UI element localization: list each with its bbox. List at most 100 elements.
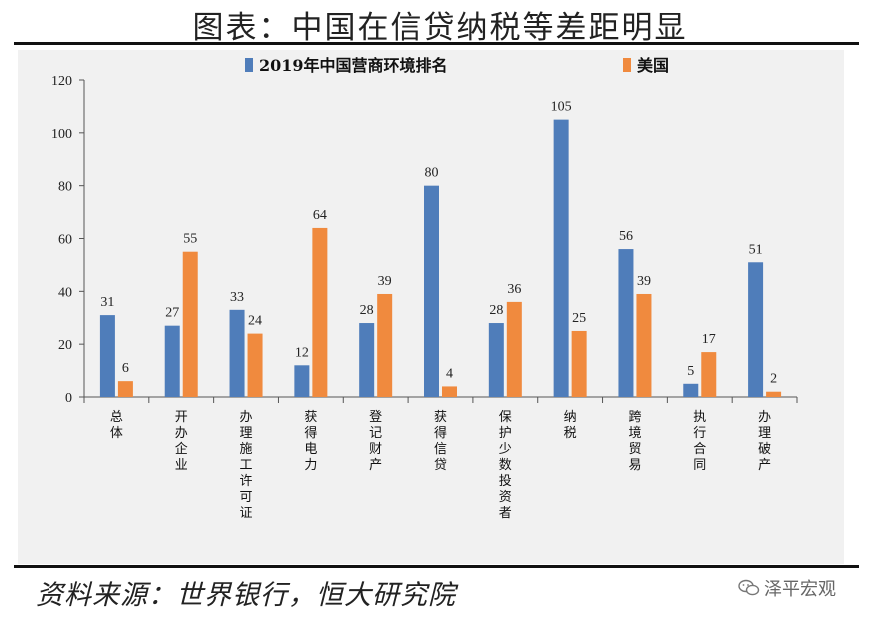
y-tick-label: 20	[58, 338, 72, 353]
legend-swatch-china	[245, 58, 253, 72]
category-label: 纳	[564, 410, 577, 425]
category-label: 证	[240, 506, 253, 521]
legend-label-china: 2019年中国营商环境排名	[259, 56, 448, 75]
y-tick-label: 0	[65, 391, 72, 406]
data-label: 55	[183, 232, 197, 247]
category-label: 体	[110, 426, 123, 441]
category-label: 跨	[628, 410, 641, 425]
category-label: 数	[499, 458, 512, 473]
bar	[442, 386, 457, 397]
data-label: 25	[572, 311, 586, 326]
y-tick-label: 100	[51, 127, 72, 142]
category-label: 行	[693, 426, 706, 441]
data-label: 33	[230, 290, 244, 305]
category-label: 投	[499, 473, 512, 489]
category-label: 工	[240, 458, 253, 473]
category-label: 企	[175, 441, 188, 457]
category-label: 获	[304, 410, 317, 425]
data-label: 56	[619, 229, 633, 244]
bar	[618, 249, 634, 397]
category-label: 执	[693, 410, 706, 425]
category-label: 许	[240, 474, 253, 489]
data-label: 51	[749, 242, 763, 257]
category-label: 信	[434, 442, 447, 457]
category-label: 理	[758, 426, 771, 441]
title-divider	[14, 42, 859, 45]
data-label: 5	[687, 364, 694, 379]
bar	[488, 323, 504, 397]
category-label: 护	[499, 426, 512, 441]
bar	[359, 323, 375, 397]
category-label: 合	[693, 442, 706, 457]
data-label: 12	[295, 345, 309, 360]
data-label: 39	[637, 274, 651, 289]
category-label: 理	[240, 426, 253, 441]
category-label: 同	[693, 458, 706, 473]
category-label: 贷	[434, 458, 447, 473]
chart-title: 图表：中国在信贷纳税等差距明显	[192, 10, 688, 46]
bar	[164, 325, 180, 397]
watermark: 泽平宏观	[738, 575, 836, 602]
bar	[636, 293, 652, 397]
bar	[312, 227, 328, 397]
data-label: 105	[551, 100, 572, 115]
category-label: 产	[369, 458, 382, 473]
legend-swatch-usa	[623, 58, 631, 72]
y-tick-label: 80	[58, 180, 72, 195]
bar	[229, 309, 245, 397]
bar	[553, 119, 569, 397]
data-label: 80	[425, 166, 439, 181]
legend-label-usa: 美国	[637, 56, 669, 75]
y-tick-label: 40	[58, 285, 72, 300]
bar	[377, 293, 393, 397]
bar	[748, 262, 764, 397]
data-label: 27	[165, 306, 179, 321]
category-label: 境	[628, 426, 641, 441]
bar	[182, 251, 198, 397]
category-label: 破	[758, 442, 771, 457]
y-tick-label: 120	[51, 74, 72, 89]
category-label: 施	[240, 442, 253, 457]
category-label: 电	[304, 442, 317, 457]
data-label: 17	[702, 332, 716, 347]
category-label: 开	[175, 410, 188, 425]
category-label: 可	[240, 490, 253, 505]
category-label: 财	[369, 442, 382, 457]
source-divider	[14, 565, 859, 568]
data-label: 28	[360, 303, 374, 318]
category-label: 办	[758, 410, 771, 425]
category-label: 登	[369, 410, 382, 425]
category-label: 记	[369, 426, 382, 441]
category-label: 办	[240, 410, 253, 425]
data-label: 2	[770, 372, 777, 387]
bar	[294, 365, 310, 397]
source-note: 资料来源：世界银行，恒大研究院	[36, 580, 456, 611]
data-label: 6	[122, 361, 129, 376]
data-label: 28	[489, 303, 503, 318]
category-label: 税	[564, 426, 577, 441]
bar	[683, 383, 699, 397]
data-label: 39	[378, 274, 392, 289]
data-label: 4	[446, 366, 453, 381]
bar	[99, 315, 115, 397]
category-label: 总	[110, 410, 123, 425]
category-label: 获	[434, 410, 447, 425]
bar	[506, 301, 522, 397]
category-label: 贸	[628, 442, 641, 457]
category-label: 办	[175, 426, 188, 441]
category-label: 得	[304, 425, 317, 441]
category-label: 业	[175, 458, 188, 473]
bar	[117, 381, 133, 397]
data-label: 64	[313, 208, 327, 223]
bar	[701, 352, 717, 397]
bar	[424, 185, 439, 397]
category-label: 者	[499, 506, 512, 521]
wechat-icon	[738, 579, 760, 602]
data-label: 36	[507, 282, 521, 297]
bar	[247, 333, 263, 397]
category-label: 产	[758, 458, 771, 473]
category-label: 保	[499, 410, 512, 425]
category-label: 力	[304, 458, 317, 473]
category-label: 得	[434, 425, 447, 441]
